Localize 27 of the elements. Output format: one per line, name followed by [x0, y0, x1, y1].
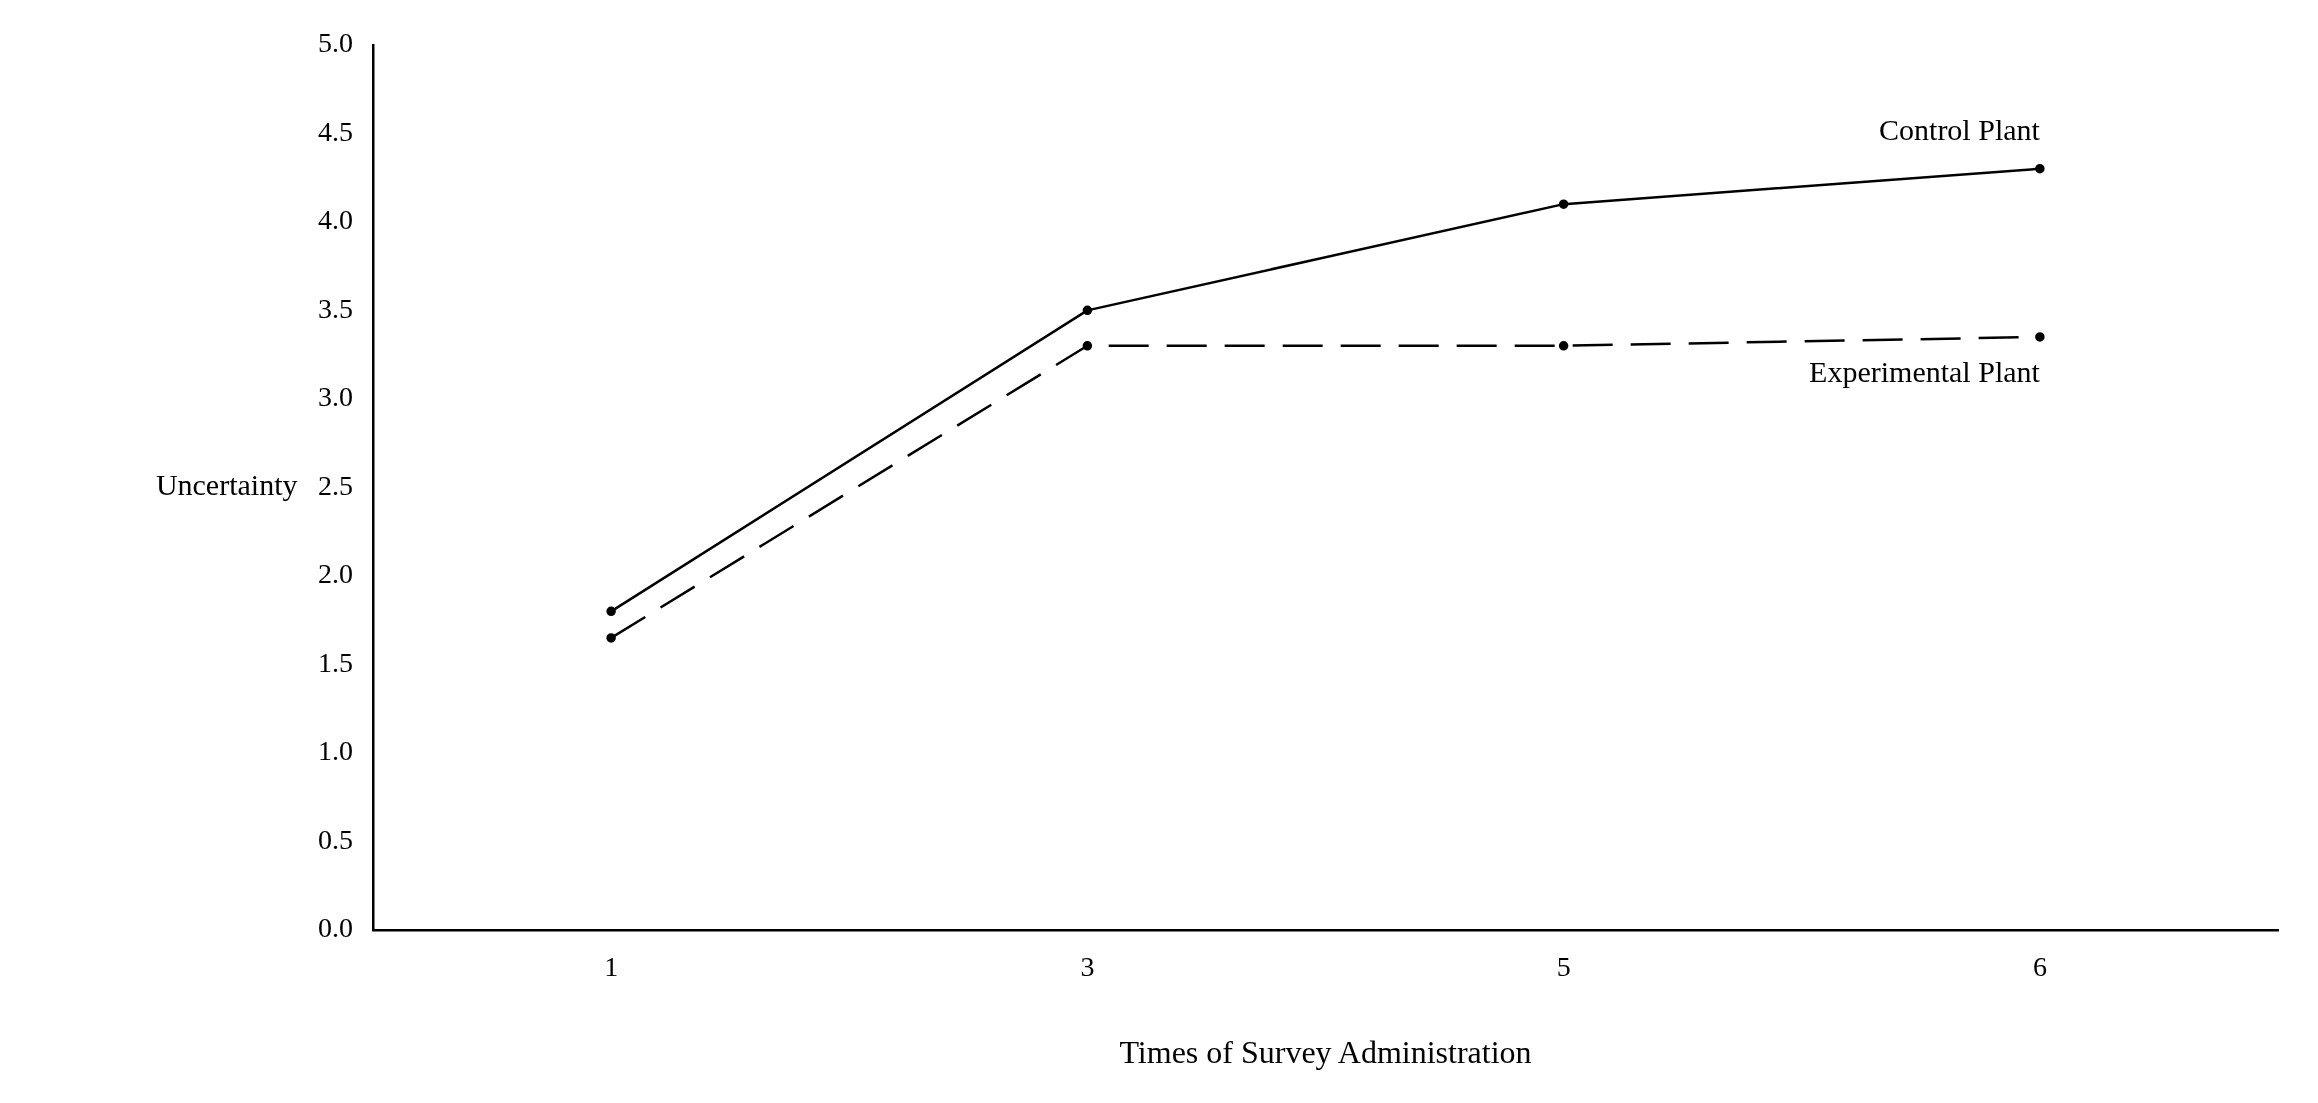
y-tick-label: 4.5: [318, 115, 353, 147]
point: [1558, 199, 1569, 209]
x-axis-title: Times of Survey Administration: [1119, 1034, 1532, 1071]
point: [2035, 332, 2045, 342]
series-label: Control Plant: [1879, 112, 2041, 146]
point: [606, 633, 616, 643]
x-tick-label: 5: [1556, 951, 1571, 983]
y-tick-label: 1.0: [318, 735, 353, 767]
point: [1082, 341, 1093, 351]
x-tick-label: 1: [604, 951, 619, 983]
x-tick-label: 3: [1080, 951, 1095, 983]
y-tick-label: 4.0: [318, 204, 353, 236]
y-axis-title: Uncertainty: [155, 468, 298, 502]
y-tick-label: 2.5: [318, 469, 353, 501]
x-tick-label: 6: [2032, 951, 2047, 983]
series-label: Experimental Plant: [1809, 354, 2041, 388]
point: [606, 606, 616, 617]
point: [2035, 163, 2045, 174]
y-tick-label: 3.5: [318, 292, 353, 324]
point: [1558, 341, 1569, 351]
point: [1082, 305, 1093, 316]
y-tick-label: 0.0: [318, 912, 353, 944]
y-tick-label: 3.0: [318, 381, 353, 413]
y-tick-label: 5.0: [318, 27, 353, 59]
y-tick-label: 0.5: [318, 823, 353, 855]
y-tick-label: 1.5: [318, 646, 353, 678]
y-tick-label: 2.0: [318, 558, 353, 590]
